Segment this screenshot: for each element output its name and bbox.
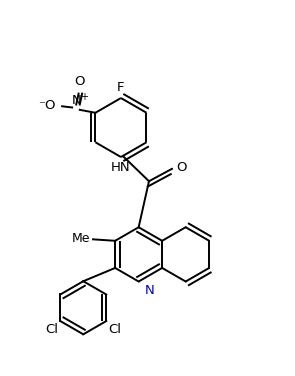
Text: N: N [145,284,155,297]
Text: +: + [80,92,88,102]
Text: Cl: Cl [45,323,58,337]
Text: O: O [75,75,85,88]
Text: Me: Me [72,232,91,245]
Text: O: O [176,161,187,174]
Text: HN: HN [111,161,130,174]
Text: Cl: Cl [109,323,122,337]
Text: N: N [71,94,81,108]
Text: F: F [117,82,125,94]
Text: ⁻O: ⁻O [38,99,55,112]
